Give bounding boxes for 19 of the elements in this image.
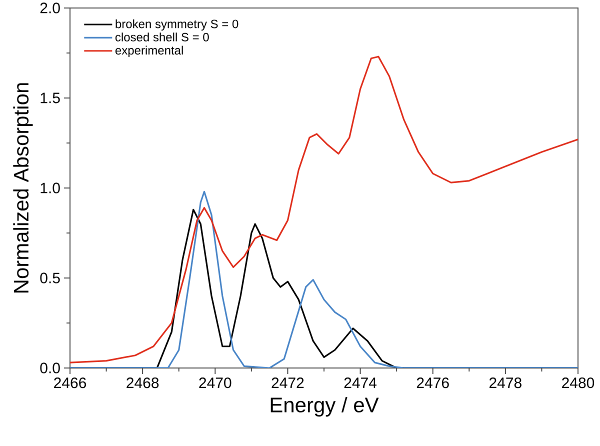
y-tick-label: 1.0 bbox=[40, 182, 60, 194]
x-tick-label: 2480 bbox=[562, 378, 594, 388]
x-tick-label: 2468 bbox=[126, 378, 159, 388]
x-tick-label: 2474 bbox=[344, 378, 377, 388]
x-axis-title: Energy / eV bbox=[270, 397, 379, 417]
x-tick-label: 2476 bbox=[416, 378, 449, 388]
y-tick-label: 2.0 bbox=[40, 2, 60, 14]
y-tick-label: 0.0 bbox=[40, 362, 60, 374]
legend-label: closed shell S = 0 bbox=[115, 32, 209, 42]
line-series bbox=[70, 56, 578, 364]
x-tick-label: 2472 bbox=[272, 378, 304, 388]
legend-label: broken symmetry S = 0 bbox=[116, 19, 238, 31]
y-tick-label: 0.5 bbox=[40, 272, 60, 284]
x-tick-label: 2478 bbox=[489, 378, 522, 388]
x-tick-label: 2466 bbox=[54, 378, 86, 388]
y-tick-label: 1.5 bbox=[40, 92, 60, 104]
x-tick-label: 2470 bbox=[199, 378, 232, 388]
y-axis-title: Normalized Absorption bbox=[13, 83, 33, 292]
legend-label: experimental bbox=[115, 46, 183, 57]
